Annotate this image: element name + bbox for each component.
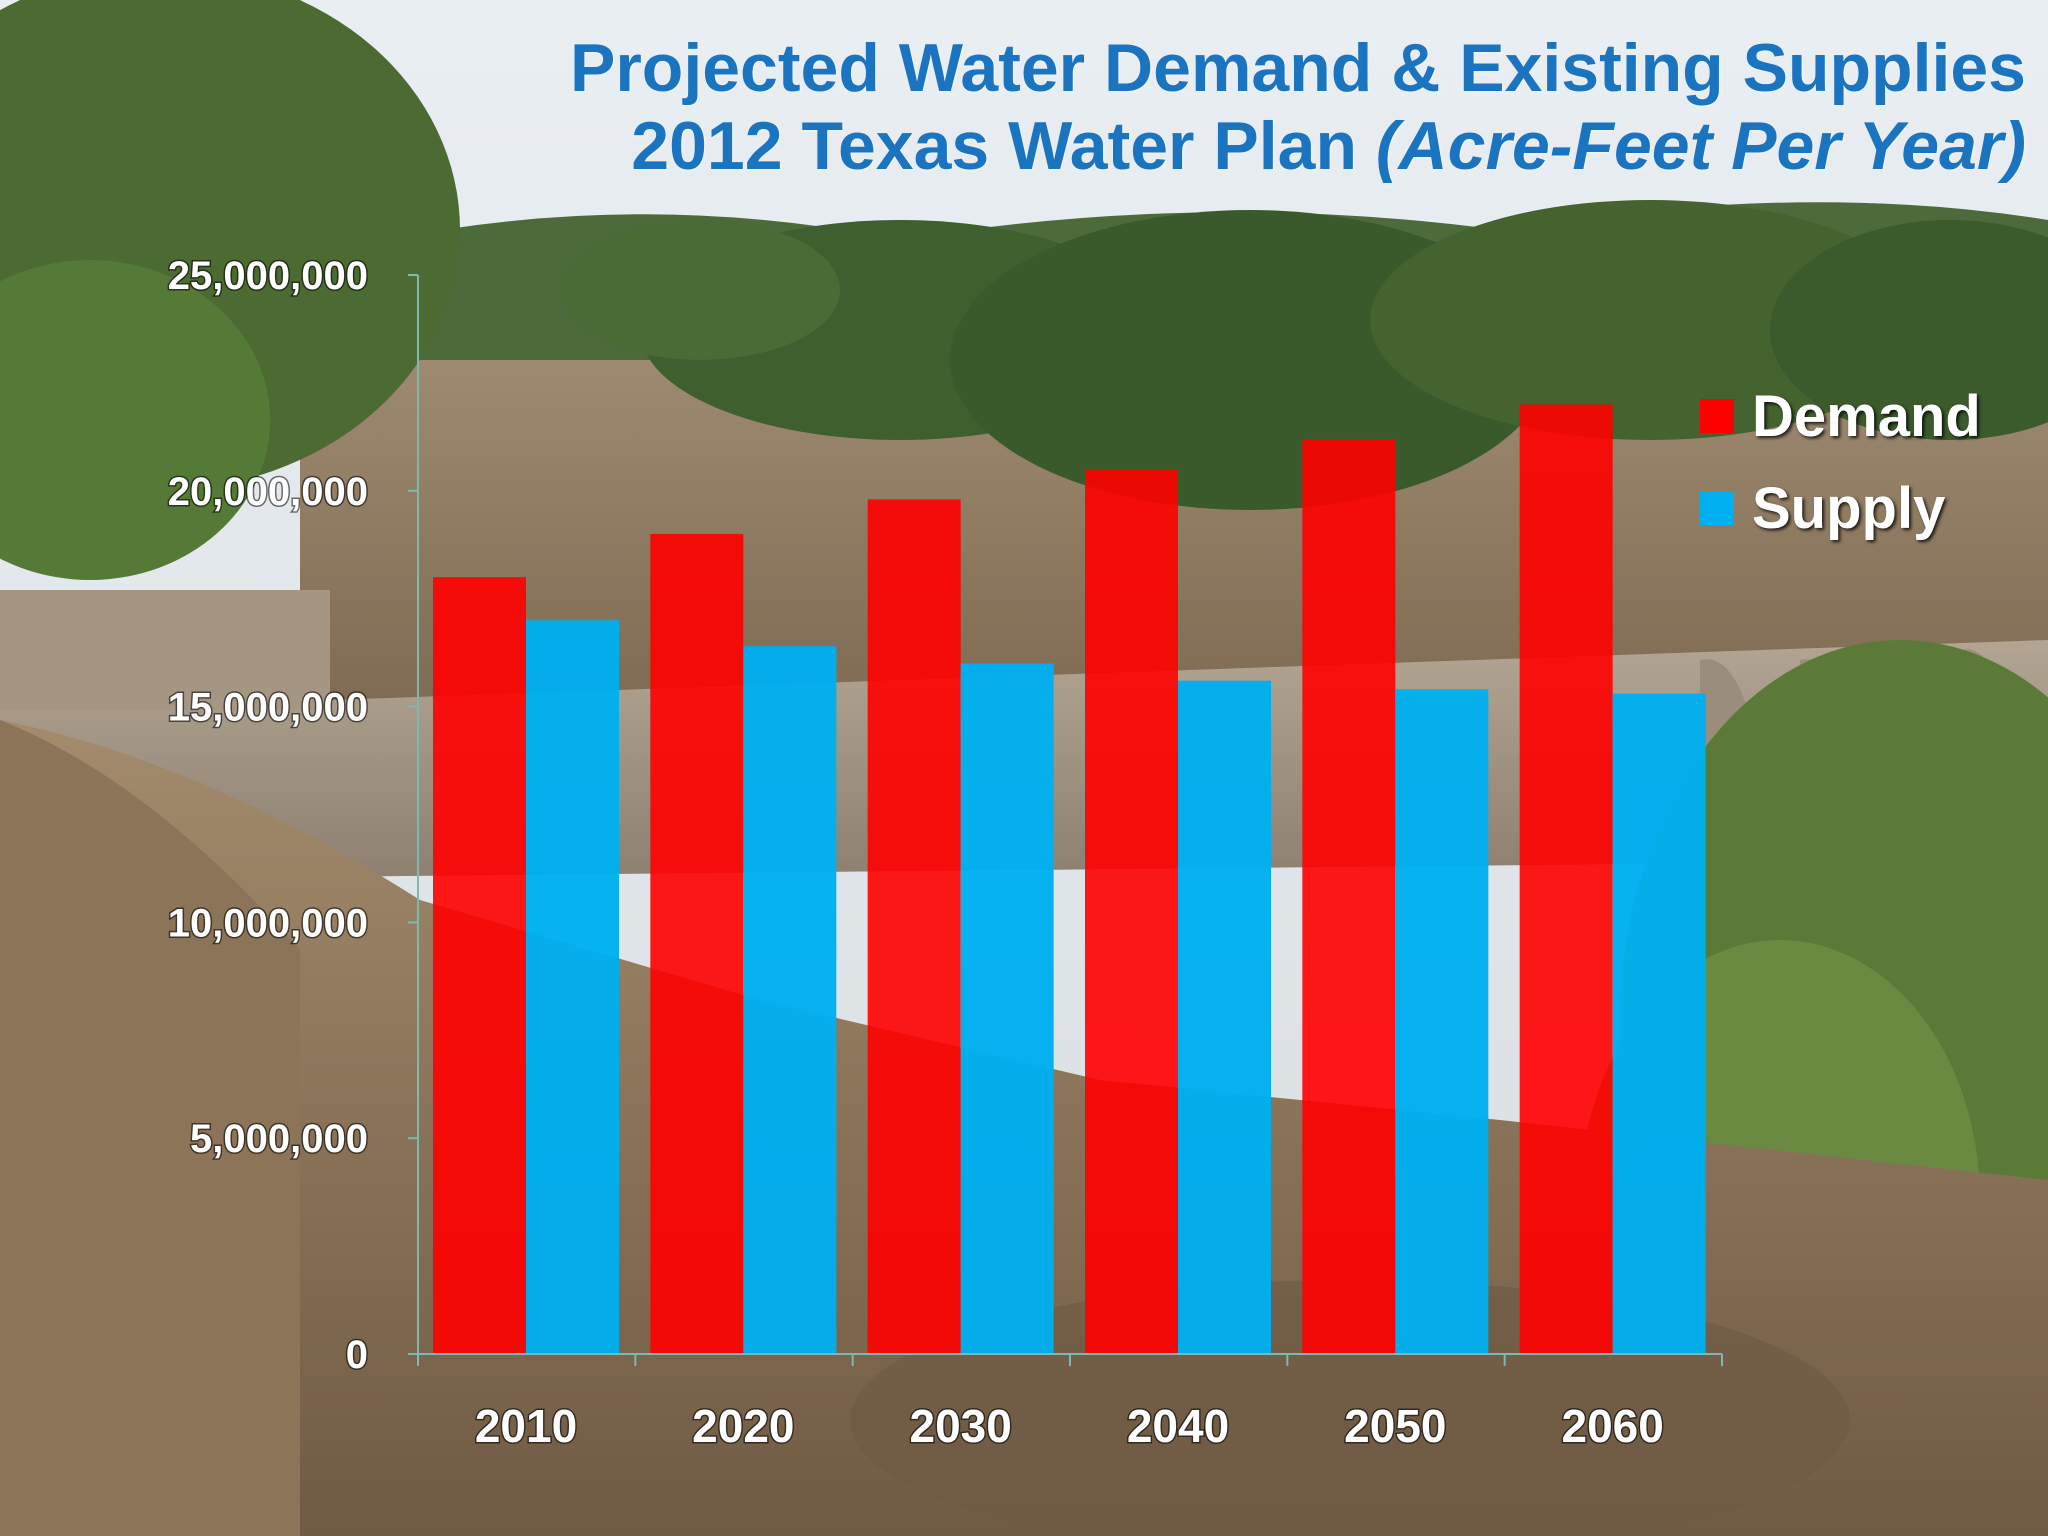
bar-supply-2040 — [1178, 680, 1271, 1354]
chart-title-line-2: 2012 Texas Water Plan (Acre-Feet Per Yea… — [631, 112, 2026, 180]
chart-title-units: (Acre-Feet Per Year) — [1375, 108, 2026, 184]
bar-demand-2020 — [650, 533, 744, 1354]
x-tick-label-2050: 2050 — [1344, 1400, 1446, 1452]
x-tick-label-2060: 2060 — [1561, 1400, 1663, 1452]
legend-label-supply: Supply — [1752, 475, 1946, 541]
x-tick-label-2040: 2040 — [1127, 1400, 1229, 1452]
legend-item-demand: Demand — [1700, 384, 1981, 449]
bar-supply-2030 — [960, 663, 1054, 1354]
bar-demand-2030 — [867, 499, 961, 1354]
tick-labels: 0 5,000,000 10,000,000 15,000,000 20,000,000… — [166, 253, 1665, 1454]
bar-supply-2010 — [526, 620, 619, 1354]
y-tick-label: 0 — [346, 1333, 368, 1377]
y-tick-label: 15,000,000 — [168, 686, 368, 730]
bar-demand-2060 — [1519, 404, 1613, 1355]
chart-title-line-1: Projected Water Demand & Existing Suppli… — [569, 30, 2026, 106]
legend-swatch-supply — [1700, 491, 1734, 525]
legend-swatch-demand — [1700, 399, 1734, 433]
bar-supply-2020 — [743, 646, 837, 1354]
legend-item-supply: Supply — [1700, 476, 1981, 541]
y-tick-label: 25,000,000 — [168, 254, 368, 298]
axes — [408, 274, 1723, 1366]
chart-title-main: 2012 Texas Water Plan — [631, 108, 1376, 184]
y-tick-label: 20,000,000 — [168, 470, 368, 514]
x-tick-label-2010: 2010 — [475, 1400, 577, 1452]
chart-legend: Demand Supply — [1700, 384, 1981, 572]
legend-label-demand: Demand — [1752, 383, 1981, 449]
bar-demand-2010 — [433, 577, 526, 1354]
bar-demand-2040 — [1085, 469, 1178, 1355]
bar-supply-2060 — [1612, 693, 1706, 1354]
bars-layer — [433, 404, 1706, 1355]
bar-demand-2050 — [1302, 439, 1396, 1354]
x-tick-label-2030: 2030 — [909, 1400, 1011, 1452]
y-tick-label: 5,000,000 — [190, 1117, 368, 1161]
bar-supply-2050 — [1395, 689, 1489, 1354]
y-tick-label: 10,000,000 — [168, 901, 368, 945]
x-tick-label-2020: 2020 — [692, 1400, 794, 1452]
